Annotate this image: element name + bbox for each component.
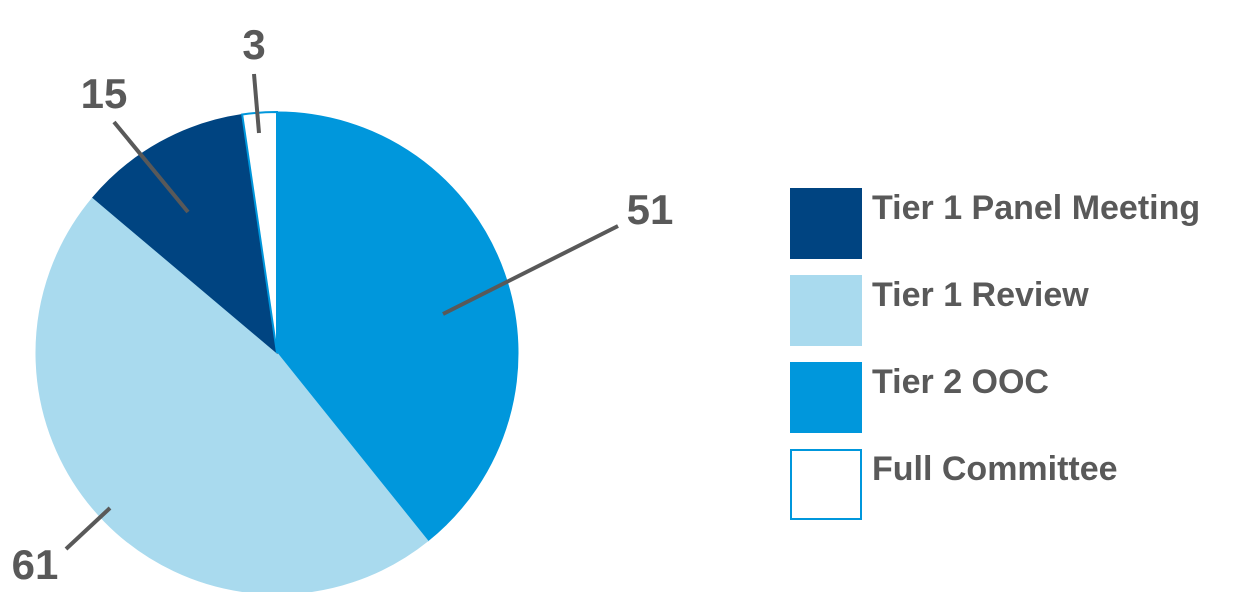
leader-line-tier-2-ooc	[442, 224, 619, 316]
data-label-tier-1-panel-meeting: 15	[81, 70, 128, 117]
pie-slice-tier-2-ooc	[276, 111, 519, 542]
legend-label-tier-1-review: Tier 1 Review	[872, 276, 1089, 314]
legend-swatch-tier-1-panel-meeting	[790, 188, 862, 259]
data-label-full-committee: 3	[242, 21, 265, 68]
legend-swatch-tier-1-review	[790, 275, 862, 346]
legend-label-tier-2-ooc: Tier 2 OOC	[872, 363, 1049, 401]
pie-slice-full-committee	[241, 110, 278, 354]
legend-label-full-committee: Full Committee	[872, 450, 1118, 488]
leader-lines	[64, 73, 619, 551]
data-label-tier-1-review: 61	[12, 541, 59, 588]
data-label-tier-2-ooc: 51	[627, 186, 674, 233]
leader-line-tier-1-panel-meeting	[112, 120, 190, 214]
legend-label-tier-1-panel-meeting: Tier 1 Panel Meeting	[872, 189, 1200, 227]
leader-line-tier-1-review	[64, 506, 112, 551]
legend-swatch-full-committee	[790, 449, 862, 520]
pie-slice-tier-1-review	[35, 196, 429, 592]
legend: Tier 1 Panel Meeting Tier 1 Review Tier 2 …	[790, 188, 1200, 520]
data-labels: 15 61 51 3	[12, 21, 674, 588]
legend-swatch-tier-2-ooc	[790, 362, 862, 433]
pie-slice-tier-1-panel-meeting	[92, 113, 278, 355]
pie-slices	[35, 110, 519, 592]
leader-line-full-committee	[252, 73, 261, 134]
